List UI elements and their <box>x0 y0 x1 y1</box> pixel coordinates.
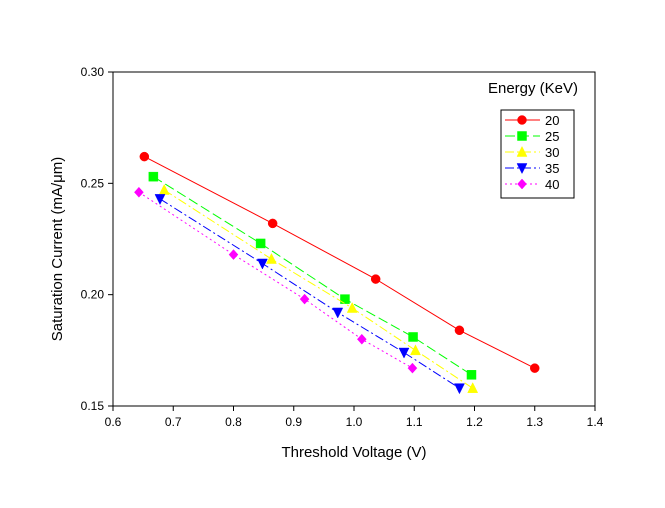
x-tick-label: 1.3 <box>526 415 543 429</box>
data-point <box>139 151 150 162</box>
legend-title: Energy (KeV) <box>488 80 578 97</box>
data-point <box>346 301 358 313</box>
series-layer <box>134 151 540 395</box>
legend-marker <box>516 163 528 175</box>
series-line-25 <box>153 176 472 376</box>
series-line-30 <box>163 189 473 389</box>
y-tick-label: 0.20 <box>81 288 105 302</box>
x-axis-title: Threshold Voltage (V) <box>281 444 426 461</box>
data-point <box>398 347 410 359</box>
series-25 <box>148 171 477 380</box>
series-line-20 <box>144 156 535 369</box>
data-point <box>255 238 266 249</box>
x-tick-label: 1.2 <box>466 415 483 429</box>
x-tick-label: 1.0 <box>346 415 363 429</box>
series-line-40 <box>138 191 413 369</box>
data-point <box>148 171 159 182</box>
series-30 <box>158 183 479 393</box>
y-tick-label: 0.25 <box>81 176 105 190</box>
legend-label: 30 <box>545 145 559 160</box>
series-line-35 <box>159 198 460 389</box>
data-point <box>407 362 418 374</box>
y-tick-label: 0.15 <box>81 399 105 413</box>
legend-marker <box>517 115 527 125</box>
data-point <box>134 186 144 198</box>
data-point <box>266 252 277 264</box>
legend-label: 40 <box>545 177 559 192</box>
x-tick-label: 0.7 <box>165 415 182 429</box>
legend-label: 35 <box>545 161 559 176</box>
data-point <box>356 333 367 345</box>
data-point <box>299 293 310 305</box>
data-point <box>408 332 418 342</box>
data-point <box>267 218 278 229</box>
legend-marker <box>517 131 527 141</box>
data-point <box>340 294 350 304</box>
legend-marker <box>517 178 527 190</box>
data-point <box>154 194 166 205</box>
y-tick-label: 0.30 <box>81 65 105 79</box>
x-tick-label: 0.6 <box>105 415 122 429</box>
data-point <box>454 383 465 395</box>
x-tick-label: 0.9 <box>285 415 302 429</box>
legend-marker <box>516 145 528 157</box>
data-point <box>410 344 421 356</box>
legend-label: 20 <box>545 113 559 128</box>
axes: 0.6 0.7 0.8 0.9 1.0 1.1 1.2 1.3 1.4 0.15 0.20 0.25 0… <box>81 65 604 429</box>
series-20 <box>139 151 540 373</box>
series-35 <box>154 194 465 395</box>
x-tick-label: 1.1 <box>406 415 423 429</box>
x-tick-label: 1.4 <box>587 415 604 429</box>
data-point <box>466 370 477 380</box>
x-tick-label: 0.8 <box>225 415 242 429</box>
data-point <box>257 258 268 270</box>
data-point <box>467 382 479 393</box>
legend-box <box>500 109 575 199</box>
series-40 <box>134 186 418 374</box>
data-point <box>370 274 381 284</box>
data-point <box>454 325 465 336</box>
y-axis-title: Saturation Current (mA/μm) <box>49 157 66 342</box>
data-point <box>332 307 344 319</box>
legend-label: 25 <box>545 129 559 144</box>
data-point <box>530 363 540 373</box>
data-point <box>228 249 239 260</box>
